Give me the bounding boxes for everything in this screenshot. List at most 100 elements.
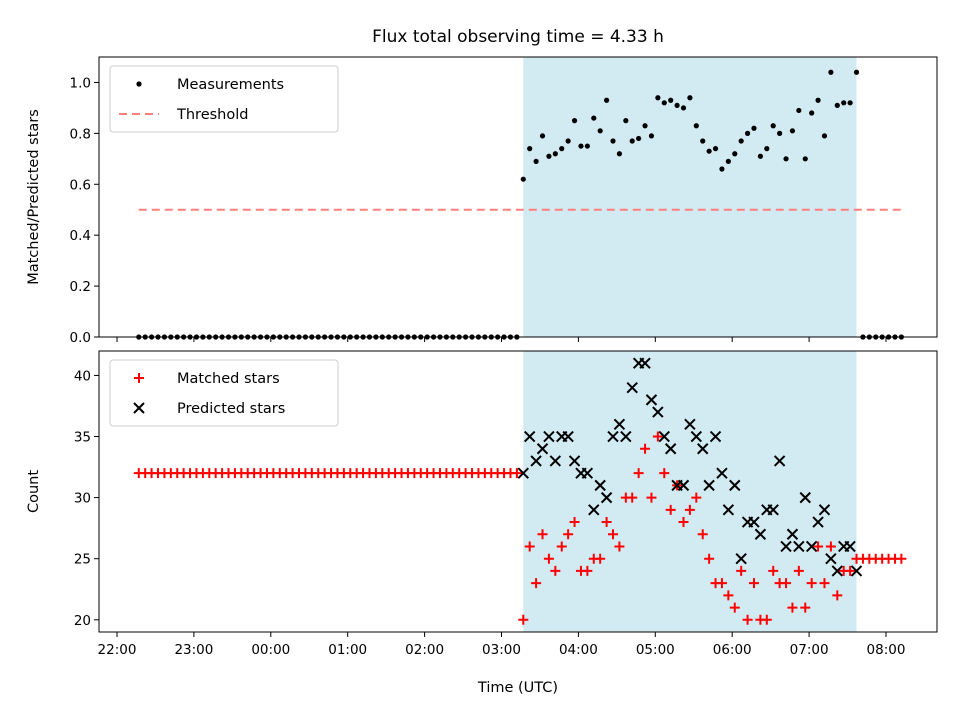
y-tick-label: 30 (74, 491, 91, 507)
measurement-point (520, 176, 526, 182)
predicted-point (536, 443, 549, 455)
matched-point (691, 492, 702, 503)
predicted-point (748, 516, 760, 528)
matched-point (537, 529, 548, 540)
plot-frame (98, 350, 938, 633)
measurement-point (571, 118, 578, 124)
x-tick-label: 22:00 (98, 642, 137, 658)
predicted-point (754, 528, 767, 540)
measurement-point (552, 151, 558, 157)
measurement-point (783, 156, 789, 162)
series-matched-stars (133, 431, 907, 625)
measurement-point (578, 143, 584, 149)
measurement-point (700, 138, 706, 144)
matched-point (614, 541, 625, 552)
y-tick-label: 40 (74, 368, 91, 384)
matched-point (633, 468, 644, 479)
matched-point (761, 614, 772, 625)
matched-point (896, 553, 907, 564)
predicted-point (517, 467, 529, 479)
predicted-point (729, 479, 741, 492)
matched-point (652, 431, 663, 442)
measurement-point (687, 95, 693, 101)
predicted-point (620, 430, 632, 443)
x-tick-label: 06:00 (713, 642, 752, 658)
measurement-point (623, 118, 629, 124)
matched-point (832, 590, 843, 601)
predicted-point (722, 504, 735, 516)
measurement-point (539, 133, 546, 139)
predicted-point (664, 443, 677, 455)
predicted-point (799, 491, 811, 504)
matched-point (518, 614, 529, 625)
plot-frame (98, 56, 938, 338)
predicted-point (639, 357, 651, 369)
x-tick-label: 08:00 (867, 642, 906, 658)
y-tick-label: 0.4 (70, 228, 91, 244)
measurement-point (603, 97, 610, 103)
matched-point (813, 541, 824, 552)
measurement-point (719, 166, 725, 172)
predicted-point (626, 381, 638, 394)
predicted-point (697, 443, 709, 455)
predicted-point (594, 479, 606, 492)
legend: Measurements Threshold (109, 65, 339, 133)
y-tick-label: 0.6 (70, 177, 91, 193)
y-tick-label: 25 (74, 552, 91, 568)
matched-point (646, 492, 657, 503)
measurement-point (712, 146, 719, 152)
matched-point (678, 517, 689, 528)
matched-point (582, 565, 593, 576)
measurement-point (841, 100, 847, 106)
matched-point (787, 602, 798, 613)
measurement-point (777, 130, 783, 136)
predicted-point (716, 467, 728, 479)
matched-point (723, 590, 734, 601)
measurement-point (693, 123, 699, 129)
measurement-point (584, 143, 590, 149)
predicted-point (735, 552, 747, 565)
measurement-point (680, 105, 687, 111)
measurement-point (751, 125, 757, 131)
predicted-point (850, 565, 863, 577)
predicted-point (684, 418, 696, 431)
predicted-point (844, 540, 856, 553)
measurement-point (533, 158, 539, 164)
legend-label: Measurements (177, 77, 284, 93)
measurement-point (661, 100, 667, 106)
measurement-point (828, 69, 834, 75)
measurement-point (546, 153, 552, 159)
observing-span-shade (523, 351, 857, 632)
x-tick-label: 01:00 (328, 642, 367, 658)
matched-point (659, 468, 670, 479)
matched-point (569, 517, 580, 528)
matched-point (531, 578, 542, 589)
predicted-point (549, 455, 562, 467)
predicted-point (658, 430, 670, 443)
matched-point (543, 553, 554, 564)
x-tick-label: 23:00 (174, 642, 213, 658)
y-tick-label: 0.2 (70, 279, 91, 295)
measurement-point (744, 130, 751, 136)
measurement-point (796, 107, 802, 114)
predicted-point (588, 504, 600, 516)
x-tick-label: 02:00 (405, 642, 444, 658)
predicted-point (812, 516, 824, 528)
matched-point (736, 565, 747, 576)
measurement-point (610, 138, 616, 144)
bottom-panel: 20 25 30 35 40 22:00 23:00 00:00 01:00 02:00 03:00… (26, 350, 938, 696)
legend-x-icon (133, 402, 145, 414)
predicted-point (645, 394, 658, 406)
y-tick-label: 1.0 (70, 75, 91, 91)
x-tick-label: 00:00 (251, 642, 290, 658)
matched-point (768, 565, 779, 576)
y-tick-label: 0.8 (70, 126, 91, 142)
matched-point (729, 602, 740, 613)
measurement-point (597, 128, 603, 134)
measurement-point (834, 102, 840, 108)
predicted-point (805, 540, 818, 553)
measurement-point (789, 128, 796, 134)
measurement-point (764, 146, 770, 152)
measurement-point (591, 115, 597, 121)
